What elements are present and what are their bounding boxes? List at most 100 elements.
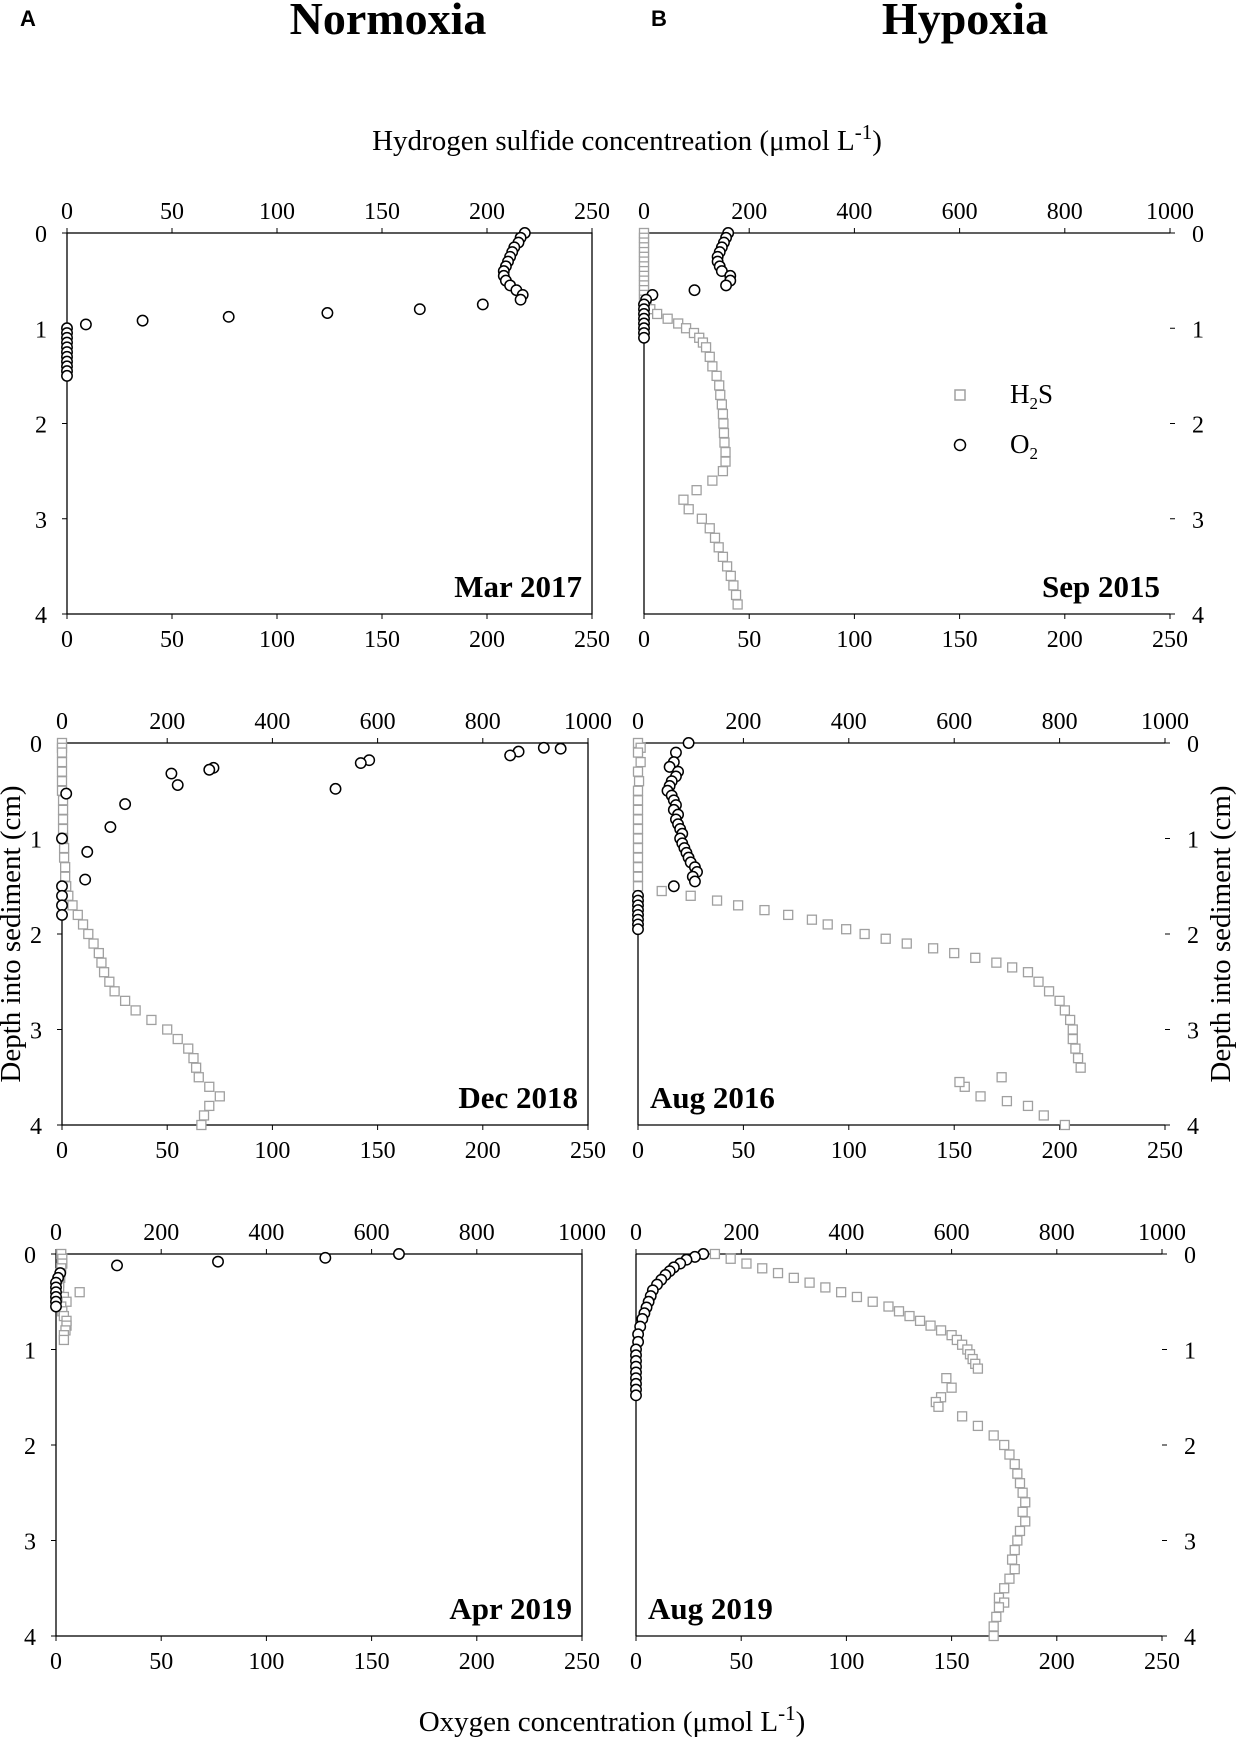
h2s-point bbox=[707, 361, 718, 372]
depth-tick-label: 4 bbox=[35, 603, 47, 629]
top-tick-label: 1000 bbox=[1138, 1220, 1186, 1246]
h2s-point bbox=[725, 570, 736, 582]
bottom-tick-label: 150 bbox=[364, 627, 400, 653]
h2s-point bbox=[691, 485, 702, 496]
h2s-point bbox=[730, 589, 742, 601]
depth-tick-label: 1 bbox=[1184, 1339, 1196, 1365]
y-axis-title-right: Depth into sediment (cm) bbox=[1205, 785, 1237, 1082]
h2s-point bbox=[632, 814, 644, 825]
h2s-point bbox=[835, 1287, 847, 1298]
bottom-tick-label: 150 bbox=[934, 1649, 970, 1675]
bottom-tick-label: 0 bbox=[61, 627, 73, 653]
bottom-tick-label: 100 bbox=[259, 627, 295, 653]
h2s-point bbox=[883, 1301, 894, 1312]
top-tick-label: 600 bbox=[360, 709, 396, 735]
h2s-point bbox=[914, 1315, 926, 1326]
h2s-point bbox=[662, 313, 673, 324]
depth-tick-label: 4 bbox=[30, 1114, 42, 1140]
h2s-point bbox=[927, 943, 939, 954]
o2-point bbox=[554, 742, 567, 755]
bottom-tick-label: 100 bbox=[248, 1649, 284, 1675]
top-tick-label: 100 bbox=[259, 199, 295, 225]
h2s-point bbox=[56, 766, 68, 777]
bottom-tick-label: 50 bbox=[155, 1138, 179, 1164]
top-tick-label: 0 bbox=[50, 1220, 62, 1246]
bottom-tick-label: 250 bbox=[1144, 1649, 1180, 1675]
h2s-point bbox=[904, 1310, 915, 1322]
h2s-point bbox=[822, 919, 833, 930]
o2-point bbox=[329, 782, 342, 795]
top-axis-title: Hydrogen sulfide concentreation (μmol L-… bbox=[372, 120, 882, 157]
bottom-tick-label: 50 bbox=[729, 1649, 753, 1675]
top-tick-label: 200 bbox=[725, 709, 761, 735]
bottom-tick-label: 50 bbox=[160, 627, 184, 653]
h2s-point bbox=[57, 804, 69, 815]
h2s-point bbox=[988, 1430, 999, 1441]
h2s-point bbox=[956, 1411, 968, 1422]
hypoxia-title: Hypoxia bbox=[882, 0, 1048, 44]
h2s-point bbox=[933, 1401, 944, 1412]
h2s-point bbox=[1009, 1564, 1020, 1575]
top-tick-label: 800 bbox=[465, 709, 501, 735]
top-tick-label: 250 bbox=[574, 199, 610, 225]
o2-point bbox=[79, 318, 92, 331]
h2s-point bbox=[74, 1287, 85, 1298]
top-tick-label: 50 bbox=[160, 199, 184, 225]
h2s-point bbox=[901, 938, 912, 949]
h2s-point bbox=[190, 1062, 202, 1073]
h2s-point bbox=[77, 919, 89, 930]
h2s-point bbox=[146, 1014, 157, 1026]
h2s-point bbox=[757, 1263, 768, 1274]
h2s-point bbox=[1012, 1535, 1023, 1546]
o2-point bbox=[79, 873, 92, 886]
top-tick-label: 1000 bbox=[1141, 709, 1189, 735]
o2-point bbox=[667, 880, 680, 893]
top-tick-label: 1000 bbox=[1146, 199, 1194, 225]
bottom-tick-label: 100 bbox=[828, 1649, 864, 1675]
h2s-point bbox=[57, 823, 69, 835]
h2s-point bbox=[56, 756, 68, 768]
depth-tick-label: 4 bbox=[1184, 1625, 1196, 1651]
plot-frame bbox=[61, 742, 589, 1126]
depth-tick-label: 3 bbox=[24, 1530, 36, 1556]
panel-apr-2019: 0 200 400 600 800 1000 0 50 100 150 200 250 0 1 2 3 4 Apr… bbox=[24, 1220, 606, 1675]
h2s-point bbox=[841, 924, 852, 935]
h2s-point bbox=[996, 1072, 1007, 1083]
h2s-point bbox=[721, 561, 733, 572]
top-tick-label: 200 bbox=[731, 199, 767, 225]
h2s-point bbox=[935, 1325, 947, 1336]
bottom-tick-label: 150 bbox=[354, 1649, 390, 1675]
h2s-point bbox=[632, 795, 644, 806]
depth-tick-label: 2 bbox=[1187, 923, 1199, 949]
depth-tick-label: 0 bbox=[24, 1243, 36, 1269]
h2s-point bbox=[162, 1024, 173, 1035]
bottom-tick-label: 50 bbox=[737, 627, 761, 653]
h2s-point bbox=[1059, 1005, 1071, 1016]
panel-letter-b: B bbox=[651, 6, 667, 31]
h2s-point bbox=[867, 1296, 878, 1307]
legend: H2S O2 bbox=[953, 379, 1053, 463]
o2-point bbox=[165, 767, 178, 780]
o2-point bbox=[688, 875, 701, 888]
h2s-point bbox=[718, 427, 730, 439]
h2s-point bbox=[1004, 1573, 1015, 1584]
h2s-point bbox=[72, 909, 83, 921]
h2s-point bbox=[67, 900, 78, 911]
h2s-point bbox=[717, 551, 729, 562]
h2s-point bbox=[198, 1110, 210, 1121]
bottom-tick-label: 250 bbox=[564, 1649, 600, 1675]
o2-point bbox=[393, 1248, 405, 1260]
panel-date-label: Apr 2019 bbox=[449, 1591, 572, 1626]
legend-o2-label: O2 bbox=[1010, 429, 1038, 463]
h2s-point bbox=[58, 842, 70, 854]
h2s-point bbox=[1009, 1458, 1020, 1470]
h2s-point bbox=[98, 967, 110, 978]
o2-point bbox=[632, 923, 644, 936]
bottom-tick-label: 200 bbox=[459, 1649, 495, 1675]
h2s-point bbox=[709, 532, 721, 543]
h2s-point bbox=[1070, 1043, 1081, 1054]
top-tick-label: 1000 bbox=[564, 709, 612, 735]
h2s-point bbox=[104, 976, 115, 987]
h2s-point bbox=[1012, 1468, 1023, 1479]
